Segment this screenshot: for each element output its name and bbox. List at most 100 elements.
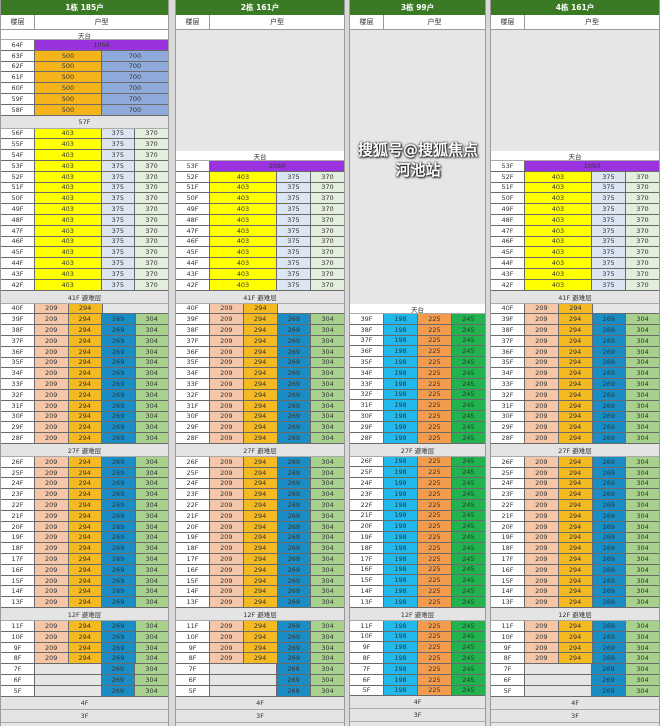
unit-area-cell: 209 xyxy=(210,510,244,521)
floor-label: 34F xyxy=(1,368,35,379)
unit-area-cell: 269 xyxy=(102,433,136,443)
unit-area-cell: 304 xyxy=(311,335,344,346)
unit-area-cell: 294 xyxy=(558,510,593,521)
unit-area-cell: 198 xyxy=(384,575,418,586)
unit-area-cell: 294 xyxy=(243,653,278,664)
unit-area-cell: 304 xyxy=(311,389,344,400)
unit-area-cell: 304 xyxy=(311,675,344,685)
unit-area-cell: 225 xyxy=(418,432,452,443)
unit-area-cell: 294 xyxy=(558,411,593,422)
unit-area-cell: 269 xyxy=(277,325,312,335)
unit-area-cell: 403 xyxy=(35,214,102,225)
floor-label: 32F xyxy=(1,389,35,400)
unit-area-cell: 370 xyxy=(626,258,659,268)
table-row: 48F 403 375 370 xyxy=(491,214,659,226)
unit-area-cell: 304 xyxy=(311,456,344,467)
unit-area-cell: 198 xyxy=(384,421,418,432)
floor-label: 26F xyxy=(491,456,525,467)
unit-area-cell: 370 xyxy=(135,204,168,214)
unit-area-cell: 375 xyxy=(277,236,311,247)
unit-area-cell: 269 xyxy=(592,664,626,675)
unit-area-cell: 198 xyxy=(384,521,418,532)
unit-area-cell: 269 xyxy=(277,621,312,631)
floor-label: 34F xyxy=(491,368,525,379)
table-row: 5F 198 225 245 xyxy=(350,685,485,697)
unit-area-cell: 294 xyxy=(68,586,102,597)
unit-area-cell: 269 xyxy=(277,543,312,554)
unit-area-cell: 209 xyxy=(210,521,244,532)
unit-area-cell: 403 xyxy=(35,171,102,182)
unit-area-cell: 304 xyxy=(135,422,168,433)
unit-area-cell: 294 xyxy=(243,467,278,478)
table-row: 53F 1050 xyxy=(176,161,344,172)
unit-area-cell: 304 xyxy=(135,653,168,664)
unit-area-cell: 269 xyxy=(277,510,312,521)
unit-area-cell: 269 xyxy=(277,314,312,325)
table-row: 51F 403 375 370 xyxy=(176,182,344,194)
unit-area-cell: 375 xyxy=(277,225,311,236)
table-row: 14F 209 294 269 304 xyxy=(176,586,344,598)
table-row: 52F 403 375 370 xyxy=(491,171,659,183)
unit-area-cell: 245 xyxy=(452,586,485,596)
unit-area-cell: 269 xyxy=(277,467,312,478)
unit-area-cell: 304 xyxy=(311,575,344,586)
table-row: 50F 403 375 370 xyxy=(1,193,168,205)
table-row: 5F 269 304 xyxy=(1,685,168,697)
table-row: 19F 209 294 269 304 xyxy=(491,532,659,544)
unit-area-cell: 269 xyxy=(102,346,136,357)
unit-area-cell: 304 xyxy=(626,456,659,467)
unit-area-cell xyxy=(210,664,277,675)
unit-area-cell: 209 xyxy=(35,631,69,642)
floor-label: 42F xyxy=(1,279,35,290)
unit-area-cell: 209 xyxy=(210,500,244,510)
unit-area-cell: 375 xyxy=(101,160,136,171)
unit-area-cell: 225 xyxy=(418,456,452,467)
floor-label: 24F xyxy=(176,478,210,489)
unit-area-cell: 304 xyxy=(626,543,659,554)
unit-area-cell: 370 xyxy=(626,204,659,214)
floor-label: 9F xyxy=(176,642,210,653)
unit-area-cell: 245 xyxy=(452,499,485,510)
table-row: 38F 209 294 269 304 xyxy=(176,325,344,336)
floor-label: 16F xyxy=(491,564,525,575)
unit-area-cell: 269 xyxy=(277,489,312,500)
table-row: 20F 209 294 269 304 xyxy=(176,521,344,533)
unit-area-cell: 294 xyxy=(558,631,593,642)
unit-area-cell: 269 xyxy=(102,357,136,368)
unit-area-cell: 198 xyxy=(384,685,418,696)
table-row: 11F 209 294 269 304 xyxy=(1,621,168,632)
floor-label: 25F xyxy=(350,467,384,478)
unit-area-cell: 375 xyxy=(101,182,136,193)
floor-label: 33F xyxy=(1,379,35,389)
unit-area-cell: 269 xyxy=(102,314,136,325)
floor-label: 60F xyxy=(1,83,35,93)
floor-label: 50F xyxy=(1,193,35,204)
floor-label: 28F xyxy=(1,433,35,443)
floor-label: 39F xyxy=(176,314,210,325)
table-row: 45F 403 375 370 xyxy=(491,247,659,259)
table-row: 51F 403 375 370 xyxy=(1,182,168,194)
unit-area-cell: 209 xyxy=(525,631,559,642)
unit-area-cell: 370 xyxy=(311,258,344,268)
unit-area-cell: 245 xyxy=(452,421,485,432)
unit-area-cell: 304 xyxy=(626,521,659,532)
unit-area-cell: 245 xyxy=(452,663,485,674)
unit-area-cell: 294 xyxy=(558,389,593,400)
table-row: 43F 403 375 370 xyxy=(176,268,344,280)
unit-area-cell: 209 xyxy=(525,357,559,368)
unit-area-cell: 370 xyxy=(311,279,344,290)
unit-area-cell: 245 xyxy=(452,324,485,335)
unit-area-cell: 403 xyxy=(210,247,277,258)
floor-label: 23F xyxy=(1,489,35,500)
unit-area-cell: 198 xyxy=(384,456,418,467)
unit-area-cell: 370 xyxy=(135,225,168,236)
unit-area-cell: 269 xyxy=(277,597,312,608)
floor-label: 20F xyxy=(350,521,384,532)
table-row: 21F 209 294 269 304 xyxy=(491,510,659,522)
unit-area-cell: 209 xyxy=(35,500,69,510)
unit-area-cell: 700 xyxy=(102,93,168,104)
floor-label: 15F xyxy=(350,575,384,586)
unit-area-cell: 294 xyxy=(68,456,102,467)
unit-area-cell: 269 xyxy=(102,597,136,608)
unit-area-cell: 209 xyxy=(525,379,559,389)
